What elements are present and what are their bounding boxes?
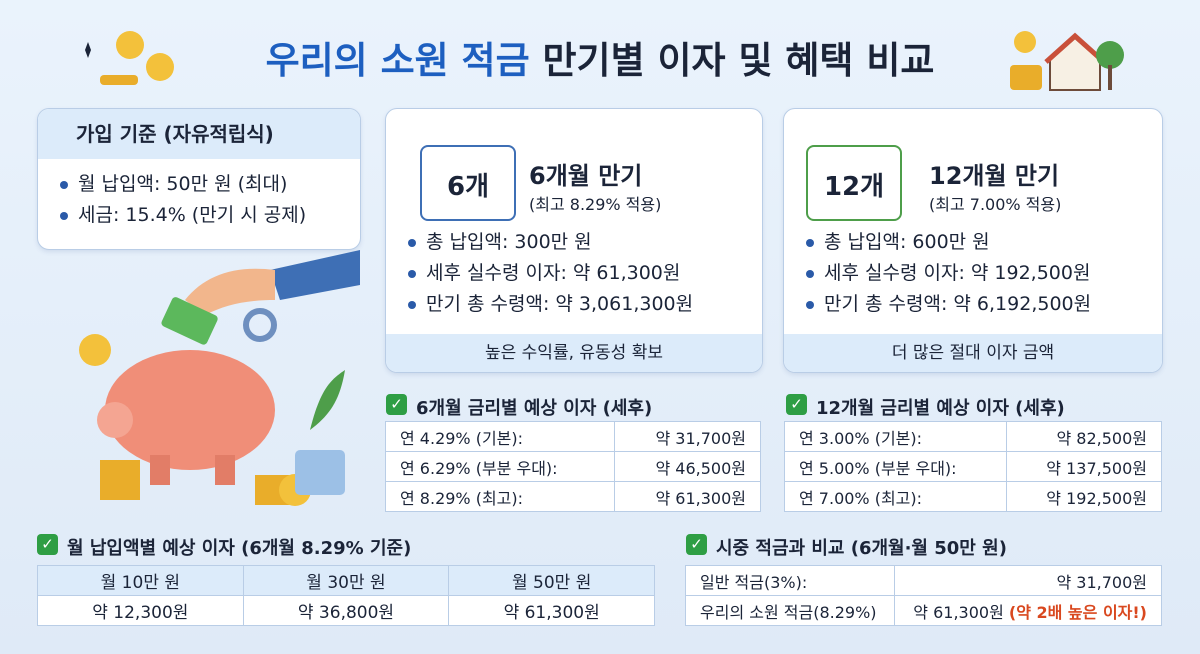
piggy-illustration: [79, 250, 360, 506]
plan-item: 세후 실수령 이자: 약 61,300원: [406, 258, 693, 289]
compare-highlight: (약 2배 높은 이자!): [1008, 602, 1147, 622]
compare-value: 약 61,300원: [913, 602, 1004, 622]
rate-label: 연 8.29% (최고):: [385, 481, 615, 512]
title: 우리의 소원 적금 만기별 이자 및 혜택 비교: [0, 30, 1200, 84]
rate-label: 연 4.29% (기본):: [385, 421, 615, 452]
rate-value: 약 61,300원: [613, 481, 762, 512]
plan-footer: 더 많은 절대 이자 금액: [784, 334, 1162, 372]
compare-value: 약 31,700원: [893, 565, 1163, 596]
section-title: 월 납입액별 예상 이자 (6개월 8.29% 기준): [37, 534, 411, 560]
compare-cell: 약 61,300원 (약 2배 높은 이자!): [893, 595, 1163, 626]
compare-label: 일반 적금(3%):: [685, 565, 895, 596]
rate-row: 연 7.00% (최고): 약 192,500원: [783, 481, 1162, 512]
rate-row: 연 5.00% (부분 우대): 약 137,500원: [783, 451, 1162, 482]
rate-row: 연 6.29% (부분 우대): 약 46,500원: [385, 451, 762, 482]
title-highlight: 우리의 소원 적금: [265, 39, 530, 82]
rate-value: 약 137,500원: [1006, 451, 1162, 482]
plan-card: 12개 12개월 만기 (최고 7.00% 적용) 총 납입액: 600만 원 …: [783, 108, 1163, 373]
join-list: 월 납입액: 50만 원 (최대) 세금: 15.4% (만기 시 공제): [38, 159, 360, 231]
plan-item: 세후 실수령 이자: 약 192,500원: [804, 258, 1091, 289]
plan-card: 6개 6개월 만기 (최고 8.29% 적용) 총 납입액: 300만 원 세후…: [385, 108, 763, 373]
section-title: 시중 적금과 비교 (6개월·월 50만 원): [686, 534, 1007, 560]
rate-value: 약 46,500원: [613, 451, 762, 482]
rate-value: 약 192,500원: [1006, 481, 1162, 512]
monthly-value: 약 12,300원: [37, 595, 244, 626]
house-deco: [1010, 31, 1124, 91]
monthly-value: 약 61,300원: [448, 595, 655, 626]
rate-table: 연 3.00% (기본): 약 82,500원 연 5.00% (부분 우대): 약 …: [783, 421, 1162, 512]
join-card: 가입 기준 (자유적립식) 월 납입액: 50만 원 (최대) 세금: 15.4…: [37, 108, 361, 250]
plan-list: 총 납입액: 300만 원 세후 실수령 이자: 약 61,300원 만기 총 …: [406, 227, 693, 320]
rate-row: 연 4.29% (기본): 약 31,700원: [385, 421, 762, 452]
section-title: 6개월 금리별 예상 이자 (세후): [386, 394, 652, 420]
join-item: 세금: 15.4% (만기 시 공제): [58, 200, 360, 231]
plan-item: 만기 총 수령액: 약 6,192,500원: [804, 289, 1091, 320]
join-item: 월 납입액: 50만 원 (최대): [58, 169, 360, 200]
plan-icon: 12개: [806, 145, 902, 221]
plan-item: 총 납입액: 600만 원: [804, 227, 1091, 258]
rate-value: 약 31,700원: [613, 421, 762, 452]
plan-item: 만기 총 수령액: 약 3,061,300원: [406, 289, 693, 320]
rate-label: 연 3.00% (기본):: [783, 421, 1008, 452]
rate-row: 연 3.00% (기본): 약 82,500원: [783, 421, 1162, 452]
plan-footer: 높은 수익률, 유동성 확보: [386, 334, 762, 372]
title-rest: 만기별 이자 및 혜택 비교: [542, 39, 935, 82]
rate-label: 연 6.29% (부분 우대):: [385, 451, 615, 482]
compare-label: 우리의 소원 적금(8.29%): [685, 595, 895, 626]
rate-value: 약 82,500원: [1006, 421, 1162, 452]
plan-subtitle: (최고 7.00% 적용): [929, 195, 1062, 214]
plan-item: 총 납입액: 300만 원: [406, 227, 693, 258]
rate-label: 연 5.00% (부분 우대):: [783, 451, 1008, 482]
compare-table: 일반 적금(3%): 약 31,700원 우리의 소원 적금(8.29%) 약 61…: [685, 565, 1163, 626]
plan-title: 12개월 만기: [929, 162, 1060, 190]
rate-row: 연 8.29% (최고): 약 61,300원: [385, 481, 762, 512]
plan-list: 총 납입액: 600만 원 세후 실수령 이자: 약 192,500원 만기 총…: [804, 227, 1091, 320]
monthly-header: 월 10만 원: [37, 565, 244, 596]
section-title: 12개월 금리별 예상 이자 (세후): [786, 394, 1065, 420]
plan-subtitle: (최고 8.29% 적용): [529, 195, 662, 214]
join-title: 가입 기준 (자유적립식): [38, 109, 360, 159]
rate-label: 연 7.00% (최고):: [783, 481, 1008, 512]
monthly-header: 월 30만 원: [242, 565, 450, 596]
plan-title: 6개월 만기: [529, 162, 643, 190]
rate-table: 연 4.29% (기본): 약 31,700원 연 6.29% (부분 우대): 약 …: [385, 421, 762, 512]
plan-icon: 6개: [420, 145, 516, 221]
coins-deco: [85, 31, 174, 85]
monthly-value: 약 36,800원: [242, 595, 450, 626]
monthly-header: 월 50만 원: [448, 565, 655, 596]
